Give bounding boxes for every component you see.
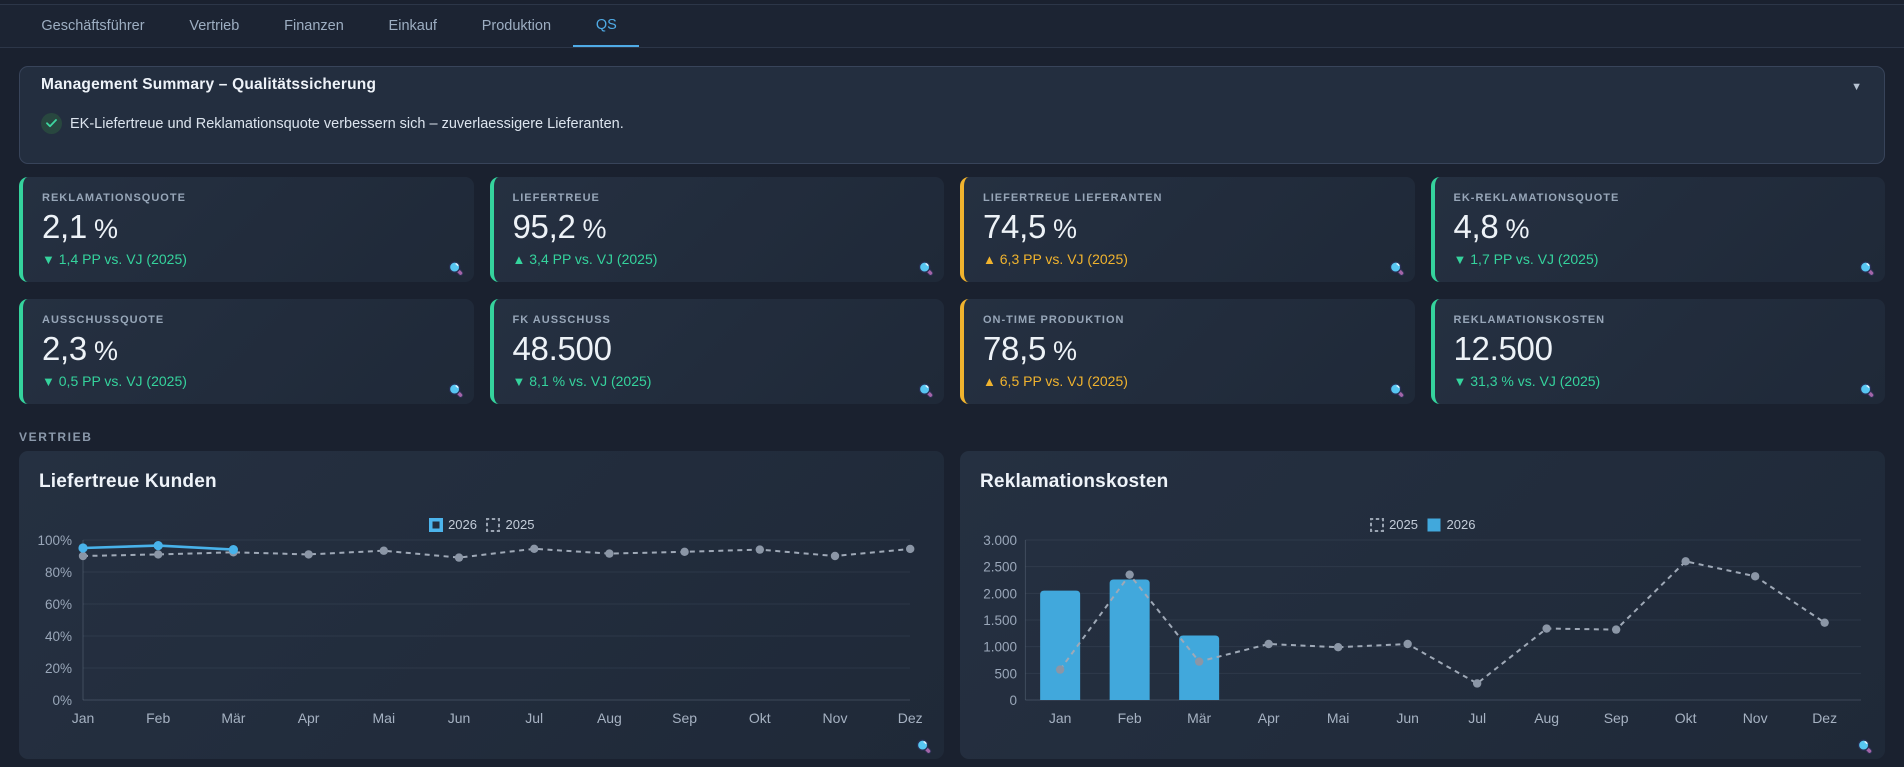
svg-text:Mai: Mai	[1327, 710, 1350, 726]
svg-text:Dez: Dez	[1812, 710, 1837, 726]
svg-text:500: 500	[994, 666, 1017, 681]
svg-text:Nov: Nov	[823, 710, 848, 726]
svg-text:40%: 40%	[45, 629, 72, 644]
svg-text:Okt: Okt	[749, 710, 771, 726]
svg-text:Mär: Mär	[221, 710, 245, 726]
svg-text:Feb: Feb	[146, 710, 170, 726]
svg-text:Sep: Sep	[1604, 710, 1629, 726]
svg-text:2.000: 2.000	[983, 586, 1017, 601]
svg-text:Aug: Aug	[597, 710, 622, 726]
svg-text:Mai: Mai	[373, 710, 396, 726]
svg-text:Okt: Okt	[1675, 710, 1697, 726]
svg-text:Mär: Mär	[1187, 710, 1211, 726]
svg-text:Nov: Nov	[1743, 710, 1768, 726]
svg-text:60%: 60%	[45, 597, 72, 612]
svg-text:Jun: Jun	[1396, 710, 1419, 726]
svg-text:Jul: Jul	[525, 710, 543, 726]
svg-text:Apr: Apr	[1258, 710, 1280, 726]
svg-text:Jan: Jan	[72, 710, 95, 726]
svg-text:20%: 20%	[45, 661, 72, 676]
svg-text:Jul: Jul	[1468, 710, 1486, 726]
svg-text:Dez: Dez	[898, 710, 923, 726]
svg-text:100%: 100%	[37, 533, 72, 548]
svg-text:2.500: 2.500	[983, 560, 1017, 575]
svg-text:Aug: Aug	[1534, 710, 1559, 726]
svg-text:80%: 80%	[45, 565, 72, 580]
svg-text:Jun: Jun	[448, 710, 471, 726]
svg-text:1.000: 1.000	[983, 640, 1017, 655]
svg-text:0: 0	[1009, 693, 1017, 708]
svg-text:1.500: 1.500	[983, 613, 1017, 628]
svg-text:Sep: Sep	[672, 710, 697, 726]
svg-text:3.000: 3.000	[983, 533, 1017, 548]
svg-text:Feb: Feb	[1118, 710, 1142, 726]
svg-text:Jan: Jan	[1049, 710, 1072, 726]
svg-text:Apr: Apr	[298, 710, 320, 726]
svg-text:0%: 0%	[52, 693, 72, 708]
